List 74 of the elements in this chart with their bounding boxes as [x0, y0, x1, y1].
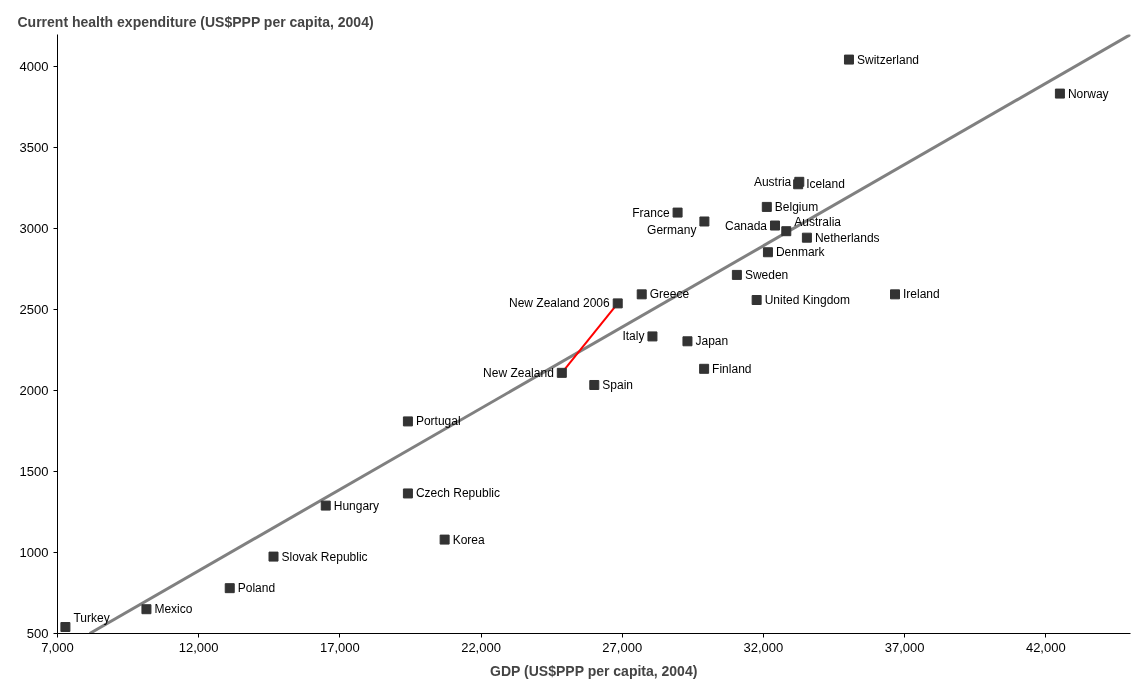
- series-label: Spain: [602, 378, 633, 392]
- series-label: Canada: [724, 218, 768, 233]
- series-label: Japan: [695, 334, 729, 349]
- point: [589, 380, 600, 390]
- point: [141, 604, 152, 615]
- y-tick-label: 2500: [19, 302, 49, 318]
- x-tick-label: 37,000: [884, 639, 925, 655]
- y-axis-title: Current health expenditure (US$PPP per capita, 2004): [17, 13, 374, 30]
- point: [781, 226, 792, 237]
- point: [761, 201, 772, 212]
- series-label: Mexico: [154, 602, 193, 617]
- x-tick-label: 22,000: [461, 639, 501, 655]
- series-label: Sweden: [744, 267, 789, 282]
- point: [636, 289, 647, 300]
- series-label: France: [632, 205, 670, 220]
- point: [402, 416, 413, 427]
- series-label: Greece: [649, 287, 690, 302]
- series-label: Switzerland: [856, 52, 920, 67]
- series-label: Turkey: [73, 611, 110, 626]
- series-label: Czech Republic: [415, 486, 500, 501]
- point: [672, 207, 683, 218]
- y-tick-label: 1500: [19, 464, 49, 480]
- point: [439, 534, 450, 545]
- x-tick-label: 7,000: [41, 639, 74, 655]
- series-label: New Zealand: [483, 365, 554, 380]
- y-tick-label: 3000: [19, 221, 49, 237]
- point: [224, 583, 235, 594]
- series-label: Austria: [753, 174, 792, 189]
- point: [268, 551, 279, 562]
- y-tick-label: 500: [26, 626, 49, 641]
- x-tick-label: 12,000: [178, 639, 219, 655]
- point: [762, 247, 773, 258]
- series-label: Netherlands: [814, 230, 880, 245]
- point: [320, 500, 331, 511]
- x-tick-label: 32,000: [743, 639, 784, 655]
- series-label: Finland: [712, 361, 752, 376]
- series-label: Poland: [237, 581, 276, 596]
- point: [801, 232, 812, 243]
- x-tick-label: 42,000: [1025, 639, 1066, 655]
- y-tick-label: 2000: [19, 383, 49, 399]
- x-tick-label: 17,000: [319, 639, 360, 655]
- series-label: Belgium: [774, 199, 819, 214]
- point: [556, 367, 567, 378]
- x-tick-label: 27,000: [602, 639, 643, 655]
- point: [402, 488, 413, 499]
- point: [60, 622, 71, 633]
- series-label: Italy: [622, 329, 645, 344]
- point: [751, 295, 762, 305]
- series-label: Denmark: [775, 245, 826, 260]
- series-label: Hungary: [333, 498, 380, 513]
- x-axis-title: GDP (US$PPP per capita, 2004): [490, 662, 698, 679]
- point: [682, 336, 693, 347]
- point: [699, 363, 710, 374]
- series-label: Slovak Republic: [281, 549, 368, 564]
- series-label: New Zealand 2006: [508, 296, 611, 311]
- point: [1054, 88, 1065, 99]
- point: [647, 331, 658, 342]
- point: [731, 269, 742, 280]
- series-label: Norway: [1067, 86, 1109, 101]
- series-label: United Kingdom: [764, 293, 851, 307]
- series-label: Ireland: [903, 287, 940, 302]
- y-tick-label: 1000: [19, 545, 49, 561]
- series-label: Iceland: [806, 177, 845, 192]
- point: [843, 54, 854, 65]
- series-label: Portugal: [415, 414, 461, 429]
- point: [612, 298, 623, 309]
- series-label: Germany: [647, 223, 697, 238]
- y-tick-label: 4000: [19, 59, 49, 75]
- series-label: Australia: [794, 215, 842, 230]
- point: [770, 220, 780, 231]
- point: [890, 289, 900, 300]
- point: [699, 216, 710, 227]
- series-label: Korea: [452, 532, 485, 547]
- y-tick-label: 3500: [19, 140, 49, 156]
